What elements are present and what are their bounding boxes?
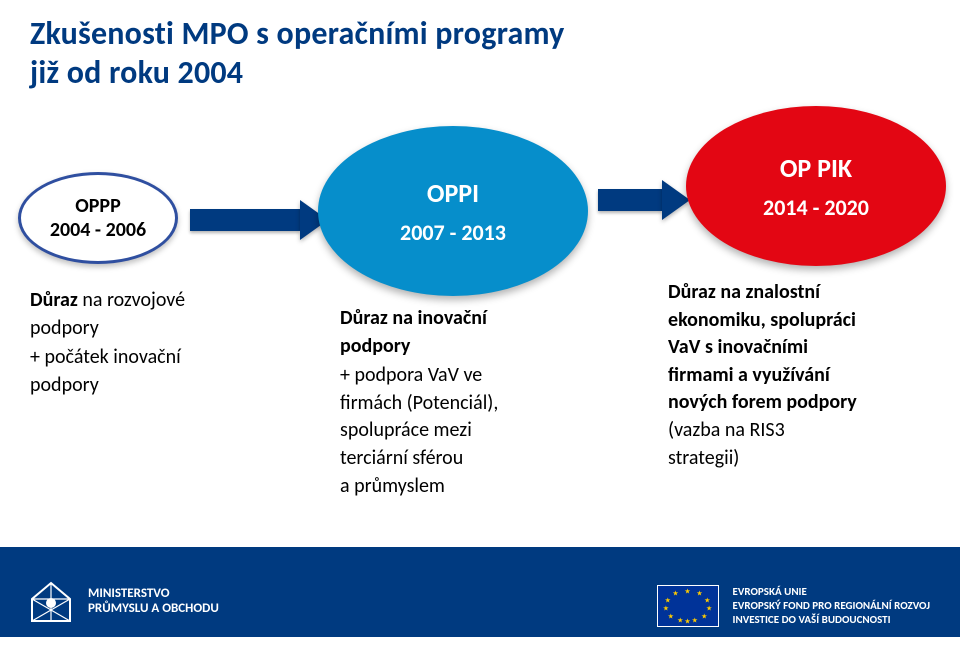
title-line-1: Zkušenosti MPO s operačními programy [30, 14, 730, 53]
title-area: Zkušenosti MPO s operačními programy již… [30, 14, 730, 92]
column-2: Důraz na inovační podpory + podpora VaV … [340, 306, 568, 501]
shape-oppp: OPPP 2004 - 2006 [18, 172, 178, 264]
arrow-2 [598, 180, 690, 220]
column-1: Důraz na rozvojové podpory + počátek ino… [30, 288, 280, 400]
c2-l7: a průmyslem [340, 474, 568, 500]
arrow-2-shaft [598, 189, 662, 211]
oppp-label: OPPP [75, 194, 120, 218]
oppi-label: OPPI [427, 177, 479, 209]
c3-b4: firmami a využívání [668, 363, 830, 387]
ministry-line2: PRŮMYSLU A OBCHODU [88, 602, 219, 617]
c2-bold2: podpory [340, 334, 410, 358]
footer-white-strip [0, 637, 960, 651]
ministry-line1: MINISTERSTVO [88, 587, 219, 602]
ministry-text: MINISTERSTVO PRŮMYSLU A OBCHODU [88, 587, 219, 617]
eu-line1: EVROPSKÁ UNIE [733, 585, 930, 599]
oppi-years: 2007 - 2013 [400, 219, 506, 246]
oppik-label: OP PIK [780, 152, 852, 184]
c1-l4: podpory [30, 373, 280, 399]
c2-bold: Důraz na inovační [340, 306, 487, 330]
c3-b1: Důraz na znalostní [668, 280, 820, 304]
eu-block: ★ ★ ★ ★ ★ ★ ★ ★ ★ ★ ★ ★ EVROPSKÁ UNIE EV… [657, 585, 930, 627]
eu-flag-icon: ★ ★ ★ ★ ★ ★ ★ ★ ★ ★ ★ ★ [657, 585, 719, 627]
c1-l3: + počátek inovační [30, 345, 280, 371]
arrow-1-shaft [190, 209, 300, 231]
c2-l3: + podpora VaV ve [340, 363, 568, 389]
shape-oppi: OPPI 2007 - 2013 [318, 126, 588, 296]
c2-l6: terciární sférou [340, 446, 568, 472]
eu-line2: EVROPSKÝ FOND PRO REGIONÁLNÍ ROZVOJ [733, 599, 930, 613]
c1-l1b: na rozvojové [82, 288, 185, 312]
c3-l7: strategii) [668, 446, 930, 472]
arrow-1 [190, 200, 328, 240]
eu-text: EVROPSKÁ UNIE EVROPSKÝ FOND PRO REGIONÁL… [733, 585, 930, 626]
c2-l5: spolupráce mezi [340, 418, 568, 444]
oppp-years: 2004 - 2006 [50, 218, 146, 242]
ministry-logo-block: MINISTERSTVO PRŮMYSLU A OBCHODU [28, 579, 219, 625]
column-3: Důraz na znalostní ekonomiku, spolupráci… [668, 280, 930, 473]
c3-b5: nových forem podpory [668, 390, 857, 414]
c3-l6: (vazba na RIS3 [668, 418, 930, 444]
c3-b3: VaV s inovačními [668, 335, 808, 359]
c1-l1a: Důraz [30, 288, 78, 312]
shape-oppik: OP PIK 2014 - 2020 [686, 106, 946, 266]
ministry-logo-icon [28, 579, 74, 625]
title-line-2: již od roku 2004 [30, 53, 730, 92]
eu-line3: INVESTICE DO VAŠÍ BUDOUCNOSTI [733, 613, 930, 627]
oppik-years: 2014 - 2020 [763, 194, 869, 221]
c3-b2: ekonomiku, spolupráci [668, 308, 856, 332]
slide: Zkušenosti MPO s operačními programy již… [0, 0, 960, 651]
c1-l2: podpory [30, 316, 280, 342]
c2-l4: firmách (Potenciál), [340, 391, 568, 417]
